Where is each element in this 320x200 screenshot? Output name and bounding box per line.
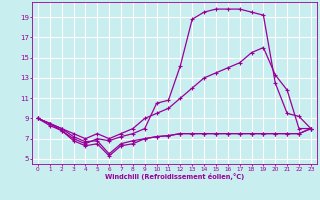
X-axis label: Windchill (Refroidissement éolien,°C): Windchill (Refroidissement éolien,°C) <box>105 173 244 180</box>
